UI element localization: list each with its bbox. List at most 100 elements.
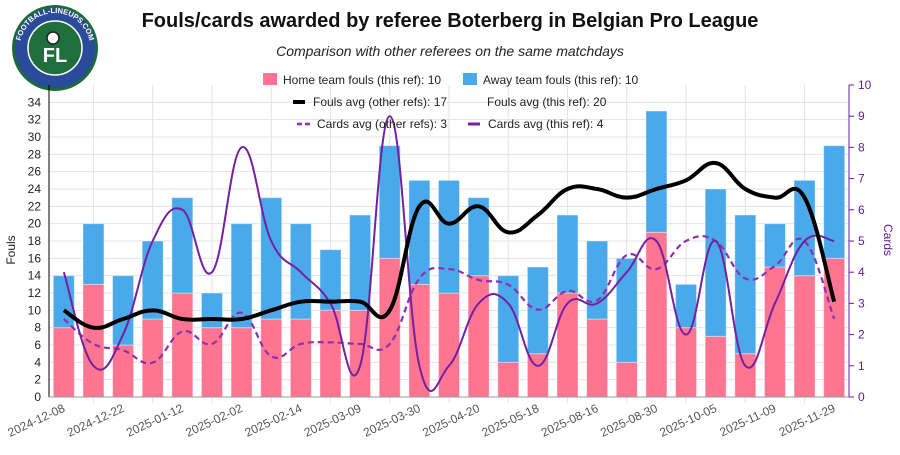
bar-home — [615, 361, 638, 398]
bar-away — [763, 223, 786, 268]
bar-away — [200, 292, 223, 329]
x-tick-label: 2025-08-30 — [598, 401, 660, 440]
legend-label: Away team fouls (this ref): 10 — [483, 73, 639, 87]
bar-away — [556, 214, 579, 294]
bar-home — [230, 327, 253, 398]
x-tick-label: 2025-11-29 — [777, 401, 838, 439]
bar-away — [734, 214, 757, 355]
y-tick-label: 16 — [28, 251, 42, 265]
y2-axis-label: Cards — [881, 224, 895, 256]
logo: FL FOOTBALL-LINEUPS.COM — [12, 5, 98, 91]
bar-home — [378, 257, 401, 398]
bar-away — [349, 214, 372, 311]
bar-away — [378, 145, 401, 259]
ball-icon — [46, 31, 60, 45]
bar-home — [793, 275, 816, 398]
x-tick-label: 2025-11-09 — [717, 401, 778, 439]
bar-home — [467, 275, 490, 398]
bar-away — [586, 240, 609, 320]
y-tick-label: 12 — [28, 286, 42, 300]
x-tick-label: 2024-12-22 — [65, 401, 127, 440]
bar-away — [823, 145, 846, 259]
y-axis-label: Fouls — [4, 235, 18, 264]
bar-home — [200, 327, 223, 398]
bar-home — [586, 318, 609, 398]
y2-tick-label: 7 — [858, 172, 865, 186]
x-tick-label: 2025-04-20 — [420, 401, 482, 440]
y-tick-label: 30 — [28, 130, 42, 144]
y2-tick-label: 3 — [858, 296, 865, 310]
x-tick-label: 2024-12-08 — [6, 401, 68, 440]
y2-tick-label: 5 — [858, 234, 865, 248]
bar-home — [289, 318, 312, 398]
y2-tick-label: 6 — [858, 203, 865, 217]
x-tick-label: 2025-01-12 — [124, 401, 186, 440]
bar-home — [438, 292, 460, 398]
bar-home — [556, 292, 579, 398]
y-tick-label: 8 — [34, 321, 41, 335]
y2-tick-label: 1 — [858, 359, 865, 373]
legend-swatch — [463, 73, 477, 85]
y2-tick-label: 8 — [858, 140, 865, 154]
x-tick-label: 2025-02-02 — [183, 401, 245, 440]
bar-away — [141, 240, 164, 320]
chart-title: Fouls/cards awarded by referee Boterberg… — [142, 10, 759, 32]
y-tick-label: 22 — [28, 199, 42, 213]
legend-swatch — [263, 73, 277, 85]
chart-subtitle: Comparison with other referees on the sa… — [276, 43, 624, 59]
y2-tick-label: 9 — [858, 109, 865, 123]
bar-home — [497, 361, 520, 398]
bar-home — [82, 283, 105, 398]
y-tick-label: 32 — [28, 113, 42, 127]
logo-monogram: FL — [43, 45, 67, 67]
legend: Home team fouls (this ref): 10 Away team … — [263, 73, 639, 131]
y-tick-label: 2 — [34, 373, 41, 387]
y-tick-label: 4 — [34, 355, 41, 369]
y-tick-label: 6 — [34, 338, 41, 352]
bar-home — [171, 292, 194, 398]
x-tick-label: 2025-10-05 — [657, 401, 719, 440]
line-cards-this — [62, 115, 835, 393]
legend-label: Fouls avg (this ref): 20 — [487, 95, 607, 109]
y-tick-label: 28 — [28, 147, 42, 161]
y-tick-label: 18 — [28, 234, 42, 248]
line-cards-other — [63, 234, 836, 365]
bar-home — [260, 318, 283, 398]
y-tick-label: 20 — [28, 217, 42, 231]
legend-label: Fouls avg (other refs): 17 — [313, 95, 447, 109]
y2-tick-label: 2 — [858, 328, 865, 342]
bar-home — [52, 327, 75, 398]
y-tick-label: 24 — [28, 182, 42, 196]
y-tick-label: 26 — [28, 165, 42, 179]
x-tick-label: 2025-02-14 — [243, 401, 305, 440]
bar-away — [438, 179, 460, 294]
legend-label: Cards avg (other refs): 3 — [317, 117, 447, 131]
bars — [52, 110, 846, 398]
bar-away — [615, 257, 638, 363]
bar-home — [675, 327, 698, 398]
y2-tick-label: 4 — [858, 265, 865, 279]
y-tick-label: 14 — [28, 269, 42, 283]
y-tick-label: 10 — [28, 303, 42, 317]
bar-home — [704, 335, 727, 398]
bar-away — [645, 110, 668, 233]
y-tick-label: 0 — [34, 390, 41, 404]
legend-label: Home team fouls (this ref): 10 — [283, 73, 441, 87]
line-fouls-other — [62, 160, 837, 330]
lines — [62, 115, 837, 393]
y2-tick-label: 0 — [858, 390, 865, 404]
y-tick-label: 34 — [28, 95, 42, 109]
bar-home — [112, 344, 135, 398]
bar-away — [82, 223, 105, 285]
bar-away — [230, 223, 253, 329]
x-tick-label: 2025-08-16 — [539, 401, 601, 440]
x-tick-label: 2025-03-30 — [361, 401, 423, 440]
bar-away — [467, 197, 490, 277]
x-tick-label: 2025-03-09 — [302, 401, 364, 440]
legend-label: Cards avg (this ref): 4 — [488, 117, 604, 131]
bar-away — [171, 197, 194, 294]
bar-home — [734, 353, 757, 398]
y2-tick-label: 10 — [858, 78, 872, 92]
bar-away — [112, 275, 135, 346]
